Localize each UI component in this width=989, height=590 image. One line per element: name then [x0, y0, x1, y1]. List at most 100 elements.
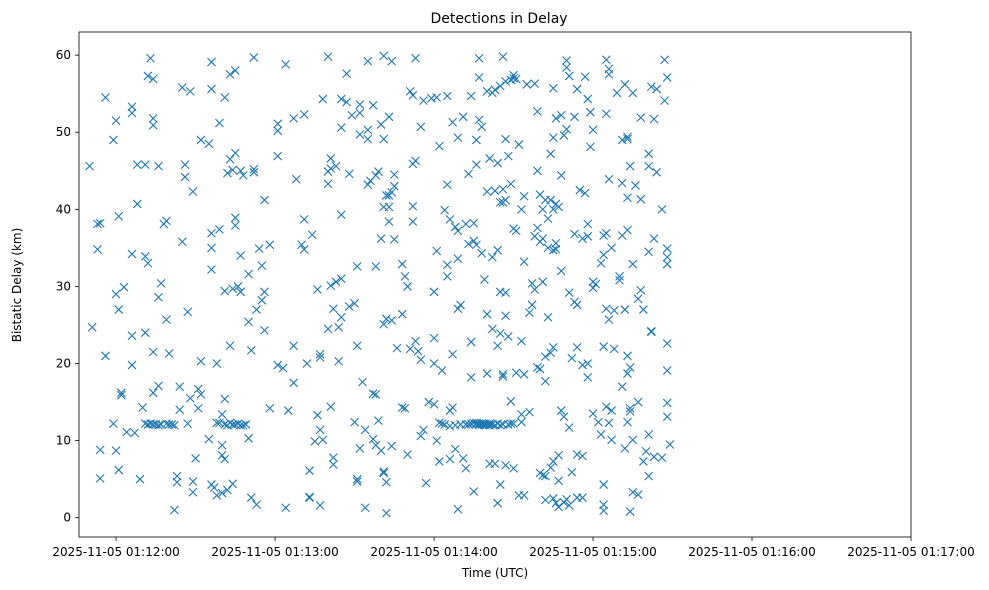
data-point [336, 94, 346, 104]
data-point [379, 134, 389, 144]
data-point [299, 245, 309, 254]
data-point [437, 419, 447, 429]
data-point [154, 420, 163, 430]
data-point [501, 76, 510, 86]
data-point [334, 356, 344, 366]
data-point [564, 288, 574, 297]
data-point [244, 317, 253, 327]
data-point [607, 243, 616, 253]
data-point [230, 66, 240, 75]
data-point [191, 453, 200, 463]
data-point [485, 154, 495, 163]
data-point [533, 107, 542, 116]
data-point [371, 261, 381, 271]
data-point [633, 490, 643, 499]
data-point [217, 440, 227, 450]
data-point [498, 52, 508, 62]
data-point [546, 195, 556, 205]
data-point [368, 434, 378, 444]
data-point [217, 410, 227, 419]
data-point [323, 324, 333, 334]
data-point [490, 459, 500, 469]
data-point [355, 130, 365, 139]
data-point [570, 112, 579, 122]
data-point [442, 91, 452, 101]
data-point [183, 307, 193, 317]
data-point [551, 238, 561, 248]
data-point [238, 171, 248, 180]
data-point [188, 487, 198, 497]
data-point [252, 305, 261, 314]
data-point [156, 278, 166, 288]
data-point [490, 186, 500, 196]
data-point [480, 275, 489, 284]
data-point [458, 453, 468, 463]
data-point [490, 85, 500, 95]
y-tick-label: 10 [56, 434, 71, 448]
y-tick-label: 50 [56, 125, 71, 139]
data-point [511, 226, 521, 236]
data-point [617, 178, 627, 188]
data-point [249, 53, 259, 62]
data-point [207, 265, 216, 274]
data-point [185, 86, 195, 96]
data-point [257, 261, 267, 270]
data-point [448, 117, 457, 127]
data-point [564, 423, 574, 432]
data-point [662, 366, 672, 375]
data-point [482, 187, 492, 196]
data-point [527, 278, 537, 288]
data-point [501, 134, 510, 144]
data-point [599, 506, 609, 516]
data-point [511, 74, 521, 84]
data-point [506, 396, 516, 406]
data-point [236, 287, 246, 297]
data-point [662, 73, 672, 82]
data-point [111, 446, 121, 456]
data-point [466, 337, 476, 347]
data-point [220, 286, 230, 296]
data-point [519, 369, 529, 379]
data-point [381, 314, 391, 324]
data-point [466, 373, 476, 382]
data-point [548, 342, 558, 352]
data-point [403, 450, 412, 459]
data-point [556, 406, 566, 415]
data-point [559, 130, 569, 140]
data-point [554, 202, 563, 212]
data-point [384, 202, 394, 212]
data-point [649, 452, 659, 462]
data-point [419, 96, 428, 106]
data-point [533, 362, 542, 372]
data-point [649, 234, 659, 244]
data-point [408, 90, 418, 100]
data-point [326, 154, 336, 163]
data-point [336, 274, 346, 284]
data-point [511, 368, 521, 378]
data-point [310, 437, 320, 446]
data-point [212, 359, 222, 368]
data-point [578, 493, 587, 503]
data-point [501, 288, 510, 297]
data-point [323, 52, 333, 62]
data-point [148, 113, 158, 123]
data-point [204, 139, 214, 149]
data-point [562, 56, 571, 65]
data-point [456, 300, 465, 310]
data-point [495, 420, 505, 430]
data-point [540, 471, 550, 481]
data-point [114, 211, 124, 221]
data-point [334, 322, 344, 332]
data-point [540, 352, 550, 361]
data-point [519, 257, 529, 267]
data-point [260, 287, 269, 297]
data-point [225, 341, 235, 351]
data-point [283, 406, 293, 415]
data-point [154, 381, 163, 391]
data-point [567, 353, 577, 363]
data-point [554, 476, 563, 486]
data-point [464, 169, 473, 179]
data-point [162, 216, 171, 226]
data-point [551, 113, 561, 123]
data-point [352, 477, 362, 486]
